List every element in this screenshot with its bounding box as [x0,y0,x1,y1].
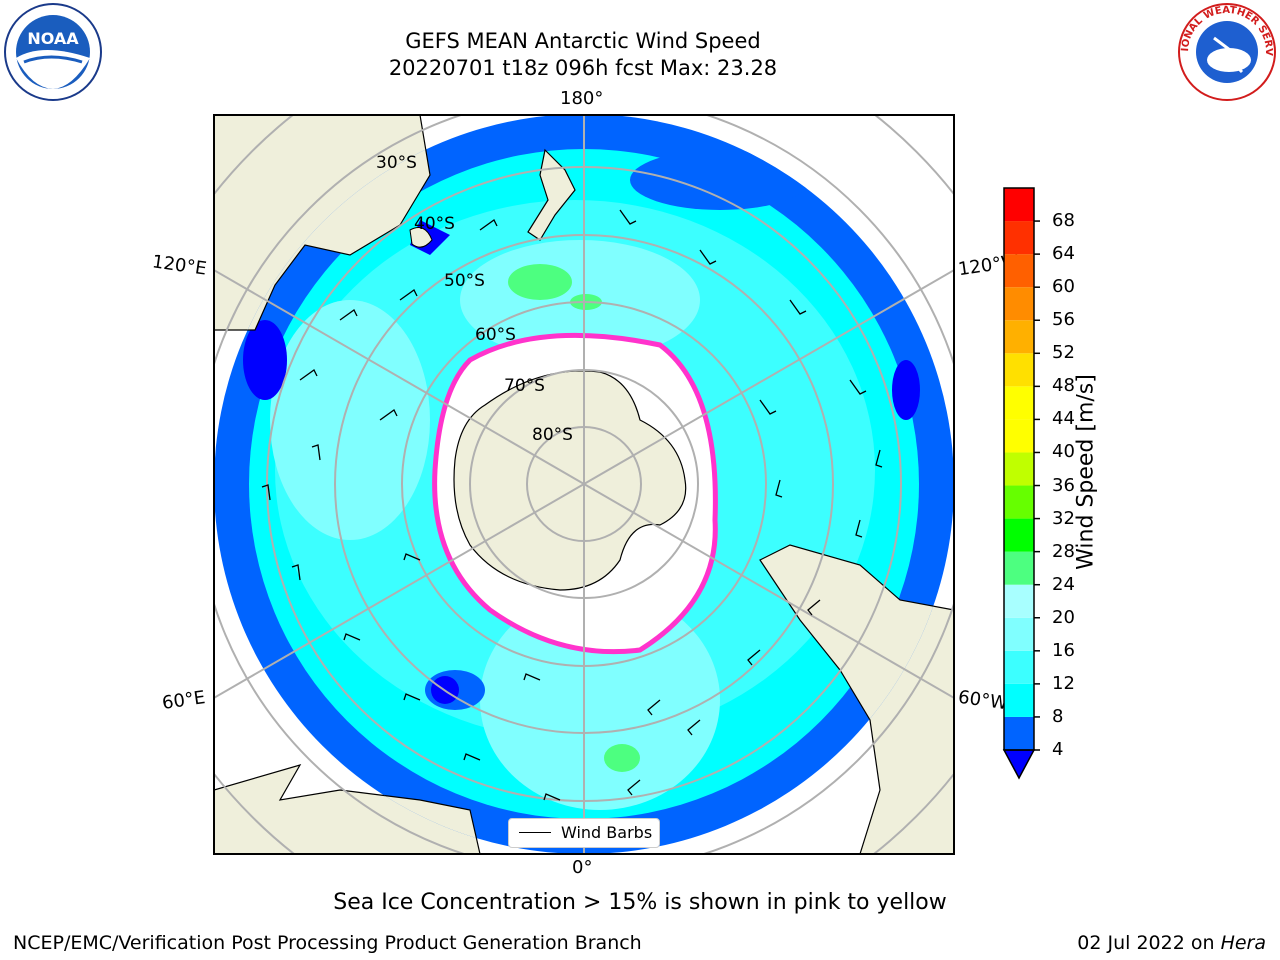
colorbar-tick-label: 40 [1052,441,1075,463]
wind-barb-legend-line [519,832,551,833]
colorbar-segment [1004,650,1034,684]
colorbar-tick-label: 24 [1052,573,1075,595]
footer-left: NCEP/EMC/Verification Post Processing Pr… [13,932,642,954]
footer-right: 02 Jul 2022 on Hera [1077,932,1266,954]
colorbar-segment [1004,188,1034,222]
colorbar-segment [1004,452,1034,486]
lat-label-70s: 70°S [504,376,545,396]
colorbar-tick-label: 60 [1052,276,1075,298]
colorbar-tick-label: 20 [1052,606,1075,628]
colorbar-segment [1004,551,1034,585]
colorbar-tick-label: 4 [1052,739,1064,760]
colorbar-tick-label: 8 [1052,705,1064,727]
colorbar-segment [1004,287,1034,321]
colorbar-segment [1004,419,1034,453]
map-frame [213,114,955,855]
colorbar-tick-label: 28 [1052,540,1075,562]
colorbar-segment [1004,716,1034,750]
colorbar-tick-label: 12 [1052,672,1075,694]
footer-date: 02 Jul 2022 on [1077,932,1221,954]
chart-subtitle: 20220701 t18z 096h fcst Max: 23.28 [388,56,778,80]
colorbar-tick-label: 64 [1052,243,1075,265]
colorbar-tick-label: 68 [1052,210,1075,232]
wind-barbs [261,209,883,801]
footer-host: Hera [1220,932,1266,954]
colorbar-segment [1004,320,1034,354]
graticule [214,115,954,854]
colorbar-tick-label: 36 [1052,474,1075,496]
colorbar-extend-triangle [1002,749,1036,780]
map-legend: Wind Barbs [508,818,660,848]
sea-ice-note: Sea Ice Concentration > 15% is shown in … [333,890,947,915]
colorbar-outline [1003,187,1035,751]
colorbar-segment [1004,353,1034,387]
colorbar-segment [1004,518,1034,552]
lon-label-bottom: 0° [572,857,593,878]
colorbar-segment [1004,221,1034,255]
colorbar-tick-label: 44 [1052,408,1075,430]
colorbar-segment [1004,485,1034,519]
lat-label-60s: 60°S [475,325,516,345]
colorbar-tick-label: 52 [1052,342,1075,364]
colorbar-segment [1004,683,1034,717]
lat-label-30s: 30°S [376,153,417,173]
chart-title: GEFS MEAN Antarctic Wind Speed [405,29,761,53]
wind-barb-legend-label: Wind Barbs [561,823,653,842]
noaa-logo: NOAA [4,3,102,101]
svg-text:NOAA: NOAA [27,29,79,48]
lat-label-40s: 40°S [414,214,455,234]
colorbar-tick-label: 48 [1052,375,1075,397]
colorbar-segment [1004,584,1034,618]
colorbar [1002,187,1040,780]
lat-label-50s: 50°S [444,271,485,291]
colorbar-segment [1004,386,1034,420]
colorbar-segment [1004,617,1034,651]
colorbar-tick-label: 16 [1052,639,1075,661]
colorbar-tick-label: 32 [1052,507,1075,529]
national-weather-service-logo: NATIONAL WEATHER SERVICE [1176,2,1276,101]
lat-label-80s: 80°S [532,425,573,445]
lon-label-top: 180° [560,88,604,109]
colorbar-label: Wind Speed [m/s] [1073,374,1099,570]
colorbar-segment [1004,254,1034,288]
colorbar-tick-label: 56 [1052,309,1075,331]
